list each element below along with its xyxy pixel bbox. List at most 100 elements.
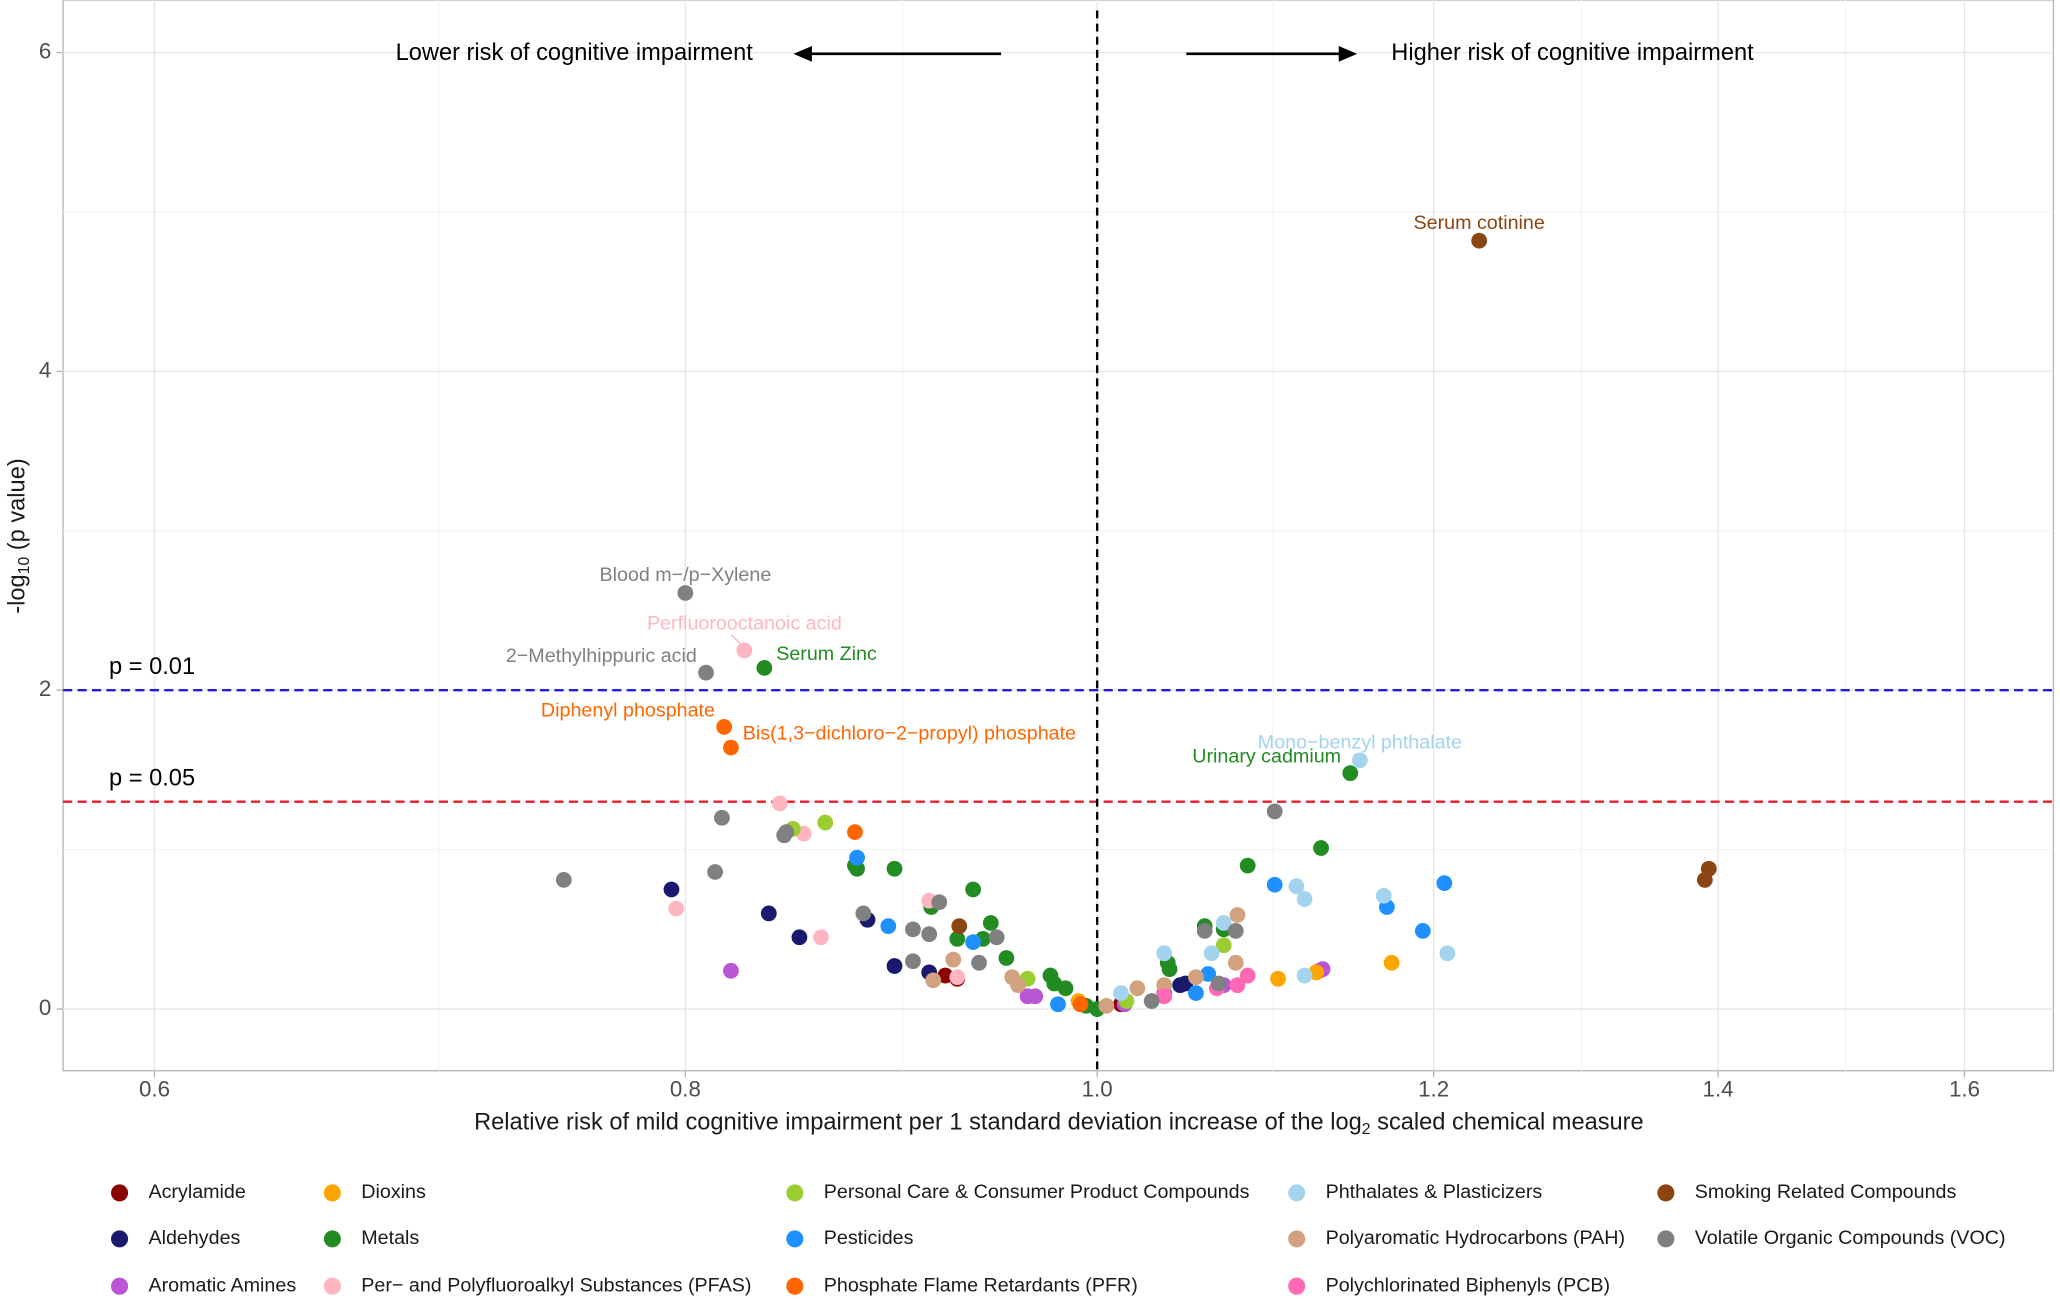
- point: [1288, 878, 1305, 895]
- x-tick-label: 1.0: [1082, 1076, 1113, 1101]
- point: [1057, 980, 1074, 997]
- point: [668, 900, 685, 917]
- point: [1072, 996, 1089, 1013]
- point: [886, 860, 903, 877]
- point: [1383, 954, 1400, 971]
- legend-label: Smoking Related Compounds: [1695, 1181, 1957, 1203]
- point: [931, 894, 948, 911]
- point: [1375, 887, 1392, 904]
- point: [698, 664, 714, 681]
- legend-swatch: [1288, 1230, 1306, 1248]
- point: [982, 915, 999, 931]
- point: [817, 814, 834, 831]
- y-axis-title-part: -log: [5, 574, 31, 613]
- point: [1270, 970, 1286, 987]
- x-axis-title-part: Relative risk of mild cognitive impairme…: [474, 1110, 1362, 1136]
- point: [723, 739, 739, 756]
- point: [1296, 967, 1313, 984]
- point: [1050, 996, 1066, 1013]
- direction-label: Lower risk of cognitive impairment: [396, 40, 754, 66]
- point: [1229, 977, 1246, 994]
- point: [760, 905, 777, 922]
- x-tick-label: 1.4: [1703, 1076, 1734, 1101]
- y-axis-title: -log10 (p value): [5, 458, 33, 613]
- point: [1210, 975, 1227, 992]
- point: [1227, 923, 1244, 939]
- legend-label: Metals: [361, 1227, 419, 1249]
- point: [849, 849, 865, 866]
- point: [1439, 945, 1456, 962]
- point: [1188, 969, 1204, 986]
- point: [1227, 954, 1244, 971]
- legend-swatch: [1657, 1230, 1675, 1248]
- legend-swatch: [1288, 1184, 1306, 1202]
- point: [1098, 997, 1115, 1014]
- point: [886, 958, 903, 974]
- point: [1188, 985, 1204, 1001]
- points: [555, 232, 1717, 1017]
- point: [971, 954, 987, 971]
- annotation: Bis(1,3−dichloro−2−propyl) phosphate: [743, 723, 1076, 745]
- point: [1296, 891, 1313, 907]
- point: [1196, 923, 1213, 939]
- point: [714, 809, 730, 826]
- y-tick-label: 0: [39, 995, 51, 1020]
- point: [1436, 875, 1453, 891]
- point: [949, 969, 966, 986]
- x-axis-title-part: scaled chemical measure: [1371, 1110, 1644, 1136]
- point: [1027, 988, 1044, 1005]
- grid: 0.6 0.8 1.0 1.2 1.4 1.6 0 2 4 6: [39, 0, 2054, 1101]
- point: [1215, 937, 1232, 954]
- point: [880, 918, 897, 935]
- point: [663, 881, 680, 898]
- legend-swatch: [786, 1184, 804, 1202]
- point: [1229, 907, 1246, 923]
- reference-label: p = 0.01: [109, 654, 195, 680]
- point: [1010, 977, 1026, 994]
- point: [1113, 985, 1129, 1001]
- point: [736, 642, 753, 659]
- point: [723, 962, 739, 979]
- point: [716, 719, 733, 735]
- annotations: Serum cotinine Blood m−/p−Xylene Perfluoro…: [506, 212, 1545, 768]
- x-tick-label: 1.6: [1949, 1076, 1980, 1101]
- point: [1266, 803, 1283, 820]
- legend-swatch: [1288, 1277, 1306, 1295]
- legend-label: Pesticides: [824, 1227, 914, 1249]
- point: [1156, 945, 1173, 962]
- legend: Acrylamide Aldehydes Aromatic Amines Dioxin…: [111, 1181, 2006, 1296]
- annotation: Perfluorooctanoic acid: [647, 612, 842, 634]
- point: [988, 929, 1005, 946]
- point: [677, 585, 694, 601]
- annotation: Urinary cadmium: [1192, 746, 1341, 768]
- point: [1215, 915, 1232, 931]
- point: [855, 905, 872, 922]
- legend-swatch: [323, 1230, 341, 1248]
- point: [1471, 232, 1488, 249]
- point: [921, 926, 938, 942]
- point: [965, 881, 982, 898]
- legend-label: Phosphate Flame Retardants (PFR): [824, 1274, 1138, 1296]
- y-tick-label: 2: [39, 676, 51, 701]
- point: [965, 934, 982, 950]
- reference-lines: p = 0.01 p = 0.05: [63, 10, 2054, 1071]
- point: [925, 972, 942, 989]
- point: [1696, 872, 1713, 888]
- point: [998, 950, 1015, 966]
- point: [905, 953, 921, 970]
- point: [756, 660, 773, 676]
- point: [1143, 993, 1160, 1009]
- legend-label: Aldehydes: [148, 1227, 240, 1249]
- annotation: Diphenyl phosphate: [541, 699, 715, 721]
- point: [1266, 876, 1283, 893]
- point: [1414, 923, 1431, 939]
- point: [1203, 945, 1220, 962]
- legend-swatch: [786, 1277, 804, 1295]
- legend-label: Per− and Polyfluoroalkyl Substances (PFA…: [361, 1274, 751, 1296]
- point: [1351, 752, 1368, 769]
- x-tick-label: 0.8: [670, 1076, 701, 1101]
- point: [1129, 980, 1146, 997]
- annotation: Serum cotinine: [1414, 212, 1545, 234]
- legend-label: Aromatic Amines: [148, 1274, 296, 1296]
